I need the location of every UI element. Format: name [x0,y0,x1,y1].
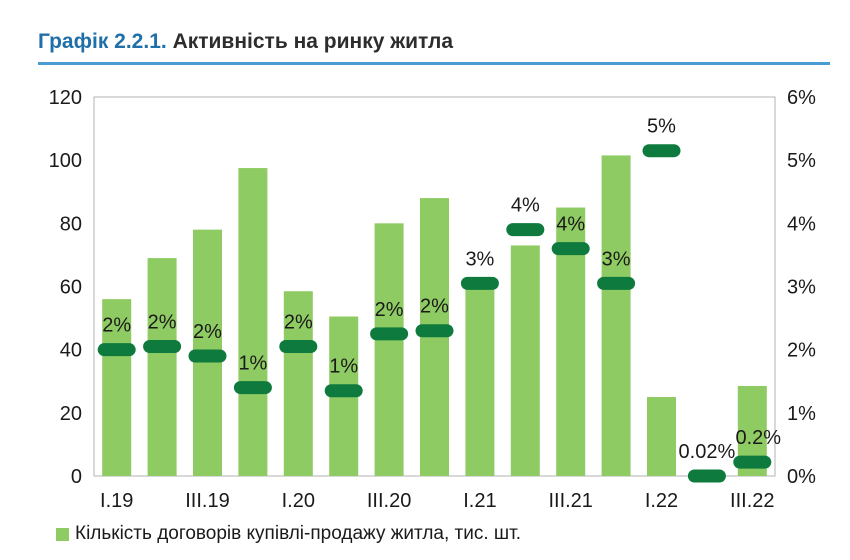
left-axis-tick: 60 [60,277,82,299]
left-axis-tick: 120 [49,87,82,109]
bar [238,168,268,476]
share-marker [506,223,545,237]
chart-number: Графік 2.2.1. [38,30,167,53]
share-marker [597,276,636,290]
share-label: 1% [238,353,267,375]
legend: Кількість договорів купівлі-продажу житл… [56,523,521,545]
right-axis-tick: 1% [787,403,816,425]
share-marker [551,242,590,256]
share-marker [97,343,136,357]
x-axis-tick: III.22 [730,490,774,512]
share-label: 0.2% [736,427,782,449]
share-label: 5% [647,116,676,138]
bar [283,291,313,476]
share-label: 0.02% [679,441,736,463]
share-label: 2% [193,321,222,343]
share-marker [687,469,726,483]
share-label: 2% [102,315,131,337]
left-axis-tick: 40 [60,340,82,362]
legend-swatch [56,527,69,541]
right-axis-tick: 0% [787,466,816,488]
share-label: 3% [465,248,494,270]
right-axis-tick: 3% [787,277,816,299]
right-axis-tick: 6% [787,87,816,109]
left-axis-tick: 100 [49,150,82,172]
left-axis-tick: 0 [71,466,82,488]
share-marker [733,455,772,469]
x-axis-tick: III.19 [185,490,229,512]
share-marker [233,381,272,395]
share-label: 2% [420,296,449,318]
x-axis-tick: I.19 [100,490,133,512]
share-label: 1% [329,356,358,378]
legend-label: Кількість договорів купівлі-продажу житл… [75,523,522,544]
share-label: 2% [148,312,177,334]
share-marker [279,340,318,354]
bar [601,155,631,476]
x-axis-tick: III.21 [548,490,592,512]
share-marker [188,349,227,363]
bar [510,245,540,476]
share-marker [324,384,363,398]
bar [465,283,495,476]
share-marker [642,144,681,158]
left-axis-tick: 20 [60,403,82,425]
x-axis-tick: III.20 [367,490,411,512]
share-label: 2% [375,299,404,321]
left-axis-tick: 80 [60,213,82,235]
x-axis-tick: I.22 [645,490,678,512]
share-label: 4% [556,214,585,236]
share-marker [460,276,499,290]
share-marker [143,340,182,354]
bar [102,299,132,476]
title-divider [38,62,830,65]
share-marker [370,327,409,341]
x-axis-tick: I.21 [463,490,496,512]
share-label: 3% [602,248,631,270]
x-axis-tick: I.20 [282,490,315,512]
right-axis-tick: 2% [787,340,816,362]
chart-title-text: Активність на ринку житла [172,30,454,53]
right-axis-tick: 5% [787,150,816,172]
right-axis-tick: 4% [787,213,816,235]
chart-title: Графік 2.2.1. Активність на ринку житла [38,30,453,54]
bar [147,258,177,476]
share-marker [415,324,454,338]
bar [374,223,404,476]
bar [647,397,676,476]
share-label: 4% [511,195,540,217]
share-label: 2% [284,312,313,334]
